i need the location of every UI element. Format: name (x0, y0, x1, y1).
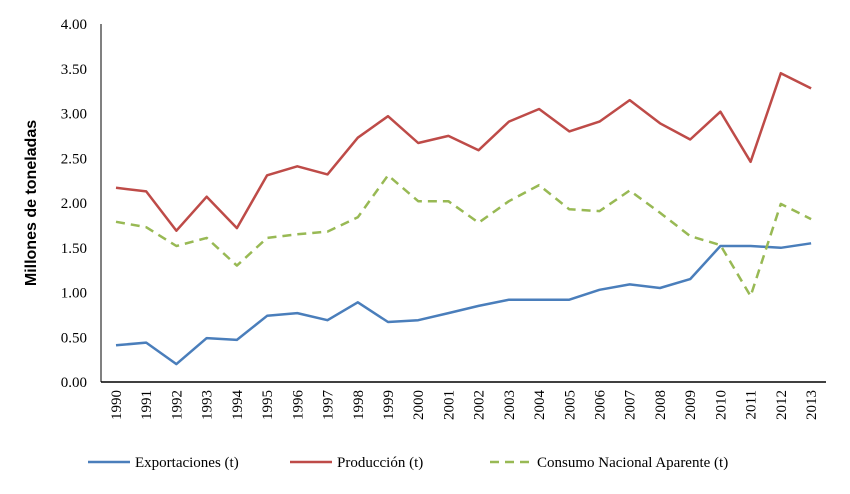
x-tick-label: 2007 (623, 390, 639, 421)
legend-label-2: Consumo Nacional Aparente (t) (537, 455, 728, 471)
series-line-2 (115, 174, 812, 298)
x-tick-label: 2013 (804, 390, 820, 420)
x-tick-label: 2001 (441, 390, 457, 420)
x-tick-label: 2000 (411, 390, 427, 420)
y-axis-label: Millones de toneladas (23, 120, 40, 286)
x-tick-label: 1998 (351, 390, 367, 420)
y-tick-label: 2.50 (61, 151, 87, 167)
legend-label-0: Exportaciones (t) (135, 455, 239, 471)
x-tick-label: 1990 (109, 390, 125, 420)
x-tick-label: 2003 (502, 390, 518, 420)
x-tick-label: 2009 (683, 390, 699, 420)
x-tick-label: 1992 (169, 390, 185, 420)
y-tick-label: 0.00 (61, 375, 87, 391)
x-tick-label: 1994 (230, 390, 246, 421)
y-tick-label: 0.50 (61, 330, 87, 346)
legend-label-1: Producción (t) (337, 455, 423, 471)
x-tick-label: 1993 (200, 390, 216, 420)
y-tick-label: 3.50 (61, 62, 87, 78)
x-tick-label: 2002 (472, 390, 488, 420)
x-tick-label: 2004 (532, 390, 548, 421)
x-tick-label: 1996 (290, 390, 306, 421)
series-line-1 (115, 71, 812, 232)
y-tick-label: 3.00 (61, 107, 87, 123)
x-tick-label: 2010 (713, 390, 729, 420)
x-tick-label: 2005 (562, 390, 578, 420)
x-tick-label: 2006 (593, 390, 609, 421)
x-tick-label: 1997 (321, 390, 337, 421)
y-tick-label: 4.00 (61, 17, 87, 33)
x-tick-label: 1991 (139, 390, 155, 420)
y-tick-label: 2.00 (61, 196, 87, 212)
x-tick-label: 2008 (653, 390, 669, 420)
series-line-0 (115, 242, 812, 366)
x-tick-label: 2012 (774, 390, 790, 420)
y-tick-label: 1.50 (61, 241, 87, 257)
x-tick-label: 1995 (260, 390, 276, 420)
x-tick-label: 1999 (381, 390, 397, 420)
x-tick-label: 2011 (744, 390, 760, 419)
y-tick-label: 1.00 (61, 286, 87, 302)
